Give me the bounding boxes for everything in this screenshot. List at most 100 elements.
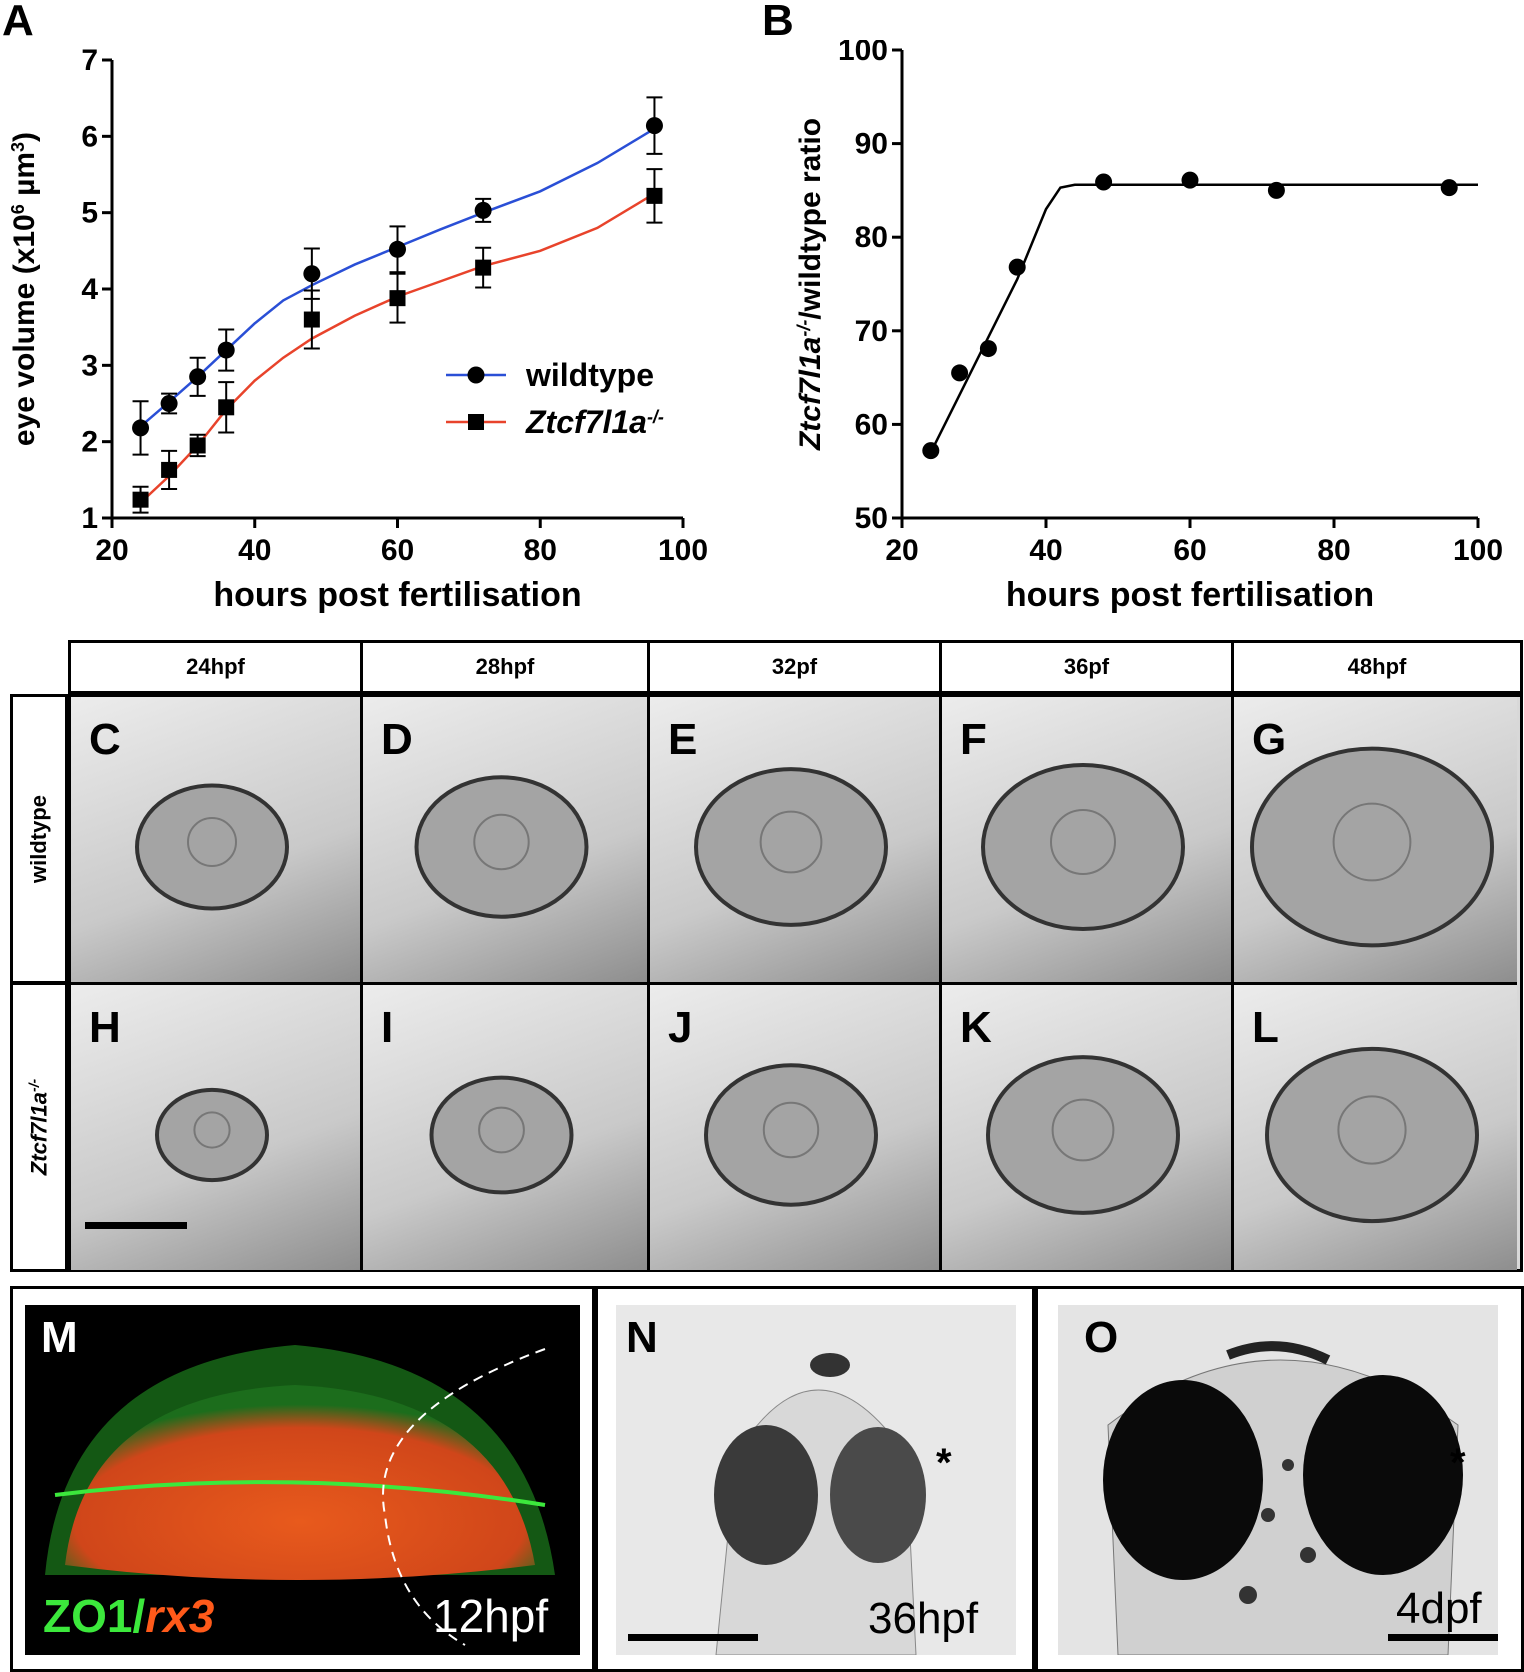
eye-outline (986, 1055, 1180, 1215)
eye-illustration (1250, 746, 1494, 948)
lens (187, 817, 237, 867)
data-point-circle (1440, 179, 1458, 197)
x-tick-label: 100 (1453, 534, 1503, 567)
panel-o-frame: O * 4dpf (1035, 1286, 1524, 1672)
eye-image-g: G (1234, 697, 1517, 985)
eye-illustration (704, 1063, 878, 1207)
eye-outline (981, 763, 1185, 931)
row-label-box-mutant: Ztcf7l1a-/- (10, 982, 68, 1272)
x-tick-label: 20 (95, 534, 128, 567)
y-tick-label: 2 (81, 426, 98, 459)
lens (478, 1106, 525, 1154)
data-point-square (189, 437, 206, 454)
data-point-circle (217, 341, 235, 359)
larva-image-36hpf (616, 1305, 1016, 1656)
eye-image-i: I (363, 985, 650, 1270)
legend-label-wildtype: wildtype (525, 357, 654, 393)
data-point-circle (1008, 258, 1026, 276)
y-tick-label: 90 (855, 128, 888, 161)
eye-outline (155, 1087, 269, 1183)
eye-illustration (694, 767, 888, 927)
stage-label-m: 12hpf (433, 1590, 549, 1642)
panel-label-h: H (89, 1003, 121, 1052)
data-point-square (218, 399, 235, 416)
panel-label-j: J (668, 1003, 693, 1052)
panel-label-f: F (960, 715, 987, 764)
panel-label-c: C (89, 715, 121, 764)
data-point-circle (979, 340, 997, 358)
eye-image-e: E (650, 697, 942, 985)
data-point-circle (645, 117, 663, 135)
y-axis-label: eye volume (x106 µm3) (8, 132, 41, 446)
scale-bar-grid (85, 1222, 187, 1229)
data-point-circle (303, 265, 321, 283)
y-tick-label: 4 (81, 273, 98, 306)
data-point-circle (951, 364, 969, 382)
y-axis-label: Ztcf7l1a-/-/wildtype ratio (794, 118, 827, 451)
eye-outline (704, 1063, 878, 1207)
stage-label-o: 4dpf (1396, 1584, 1482, 1633)
eye-illustration (429, 1075, 574, 1195)
column-header-28hpf: 28hpf (360, 640, 650, 694)
panel-label-o: O (1084, 1313, 1119, 1362)
lens (759, 810, 823, 874)
row-label-box-wildtype: wildtype (10, 694, 68, 984)
eye-illustration (1265, 1046, 1479, 1224)
optic-vesicle-illustration (45, 1345, 555, 1646)
panel-label-n: N (626, 1313, 658, 1362)
dashed-outline (382, 1348, 546, 1646)
eye-image-f: F (942, 697, 1234, 985)
lens (1051, 1098, 1115, 1162)
panel-label-m: M (41, 1313, 78, 1362)
y-tick-label: 50 (855, 502, 888, 535)
panel-m-frame: M ZO1/rx3 12hpf (10, 1286, 595, 1672)
scale-bar-n (628, 1634, 758, 1641)
x-tick-label: 80 (1317, 534, 1350, 567)
y-tick-label: 60 (855, 408, 888, 441)
y-axis-label-part: 6 (8, 204, 28, 214)
data-point-circle (474, 201, 492, 219)
y-tick-label: 3 (81, 349, 98, 382)
eye-image-grid: C D E F G H I J (68, 694, 1523, 1272)
panel-label-l: L (1252, 1003, 1279, 1052)
x-axis-label: hours post fertilisation (1006, 576, 1374, 614)
y-tick-label: 7 (81, 44, 98, 77)
data-point-square (161, 461, 178, 478)
x-tick-label: 100 (658, 534, 708, 567)
data-point-circle (160, 395, 178, 412)
panel-label-a: A (2, 0, 34, 45)
y-tick-label: 100 (838, 40, 888, 67)
eye-illustration (135, 783, 289, 911)
panel-label-e: E (668, 715, 698, 764)
data-point-square (132, 491, 149, 508)
data-point-circle (1181, 171, 1199, 189)
column-header-36pf: 36pf (939, 640, 1234, 694)
scale-bar-o (1388, 1634, 1498, 1641)
zo1-midline (54, 1480, 546, 1507)
eye-volume-chart: 20 40 60 80 100 1 2 3 4 5 6 7 hours post fertilisati… (8, 44, 708, 614)
confocal-image (25, 1305, 580, 1655)
lens (1337, 1095, 1407, 1165)
eye-illustration (155, 1087, 269, 1183)
x-tick-label: 60 (1173, 534, 1206, 567)
data-point-circle (189, 368, 207, 386)
legend-marker-wildtype (467, 366, 485, 384)
data-point-circle (922, 442, 940, 460)
legend-marker-mutant (468, 414, 484, 430)
eye-outline (135, 783, 289, 911)
eye-illustration (981, 763, 1185, 931)
y-tick-label: 1 (81, 502, 98, 535)
lens (1332, 802, 1412, 882)
data-point-circle (1095, 173, 1113, 191)
stain-label: ZO1/rx3 (43, 1590, 215, 1642)
panel-label-i: I (381, 1003, 394, 1052)
lens (762, 1101, 820, 1159)
y-tick-label: 6 (81, 120, 98, 153)
y-axis-label-part: eye volume (x10 (8, 214, 41, 446)
stage-label-n: 36hpf (868, 1594, 979, 1643)
lens (193, 1111, 231, 1149)
column-header-48hpf: 48hpf (1231, 640, 1523, 694)
data-point-square (389, 290, 406, 307)
eye-image-l: L (1234, 985, 1517, 1270)
y-axis-label-part: 3 (8, 142, 28, 152)
